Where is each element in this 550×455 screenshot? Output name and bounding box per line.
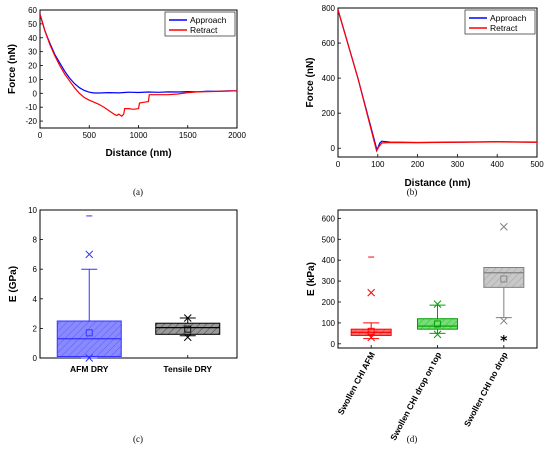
series-line-retract bbox=[338, 9, 537, 153]
x-tick-label: 0 bbox=[336, 160, 341, 169]
x-tick-label: 0 bbox=[38, 131, 43, 140]
y-tick-label: 500 bbox=[322, 235, 336, 244]
x-tick-label: 2000 bbox=[228, 131, 246, 140]
y-tick-label: 40 bbox=[28, 34, 37, 43]
legend-label-approach: Approach bbox=[490, 13, 527, 23]
y-tick-label: 0 bbox=[331, 340, 336, 349]
box-tensile-dry bbox=[155, 322, 221, 335]
y-tick-label: 400 bbox=[322, 256, 336, 265]
category-label: AFM DRY bbox=[70, 364, 109, 374]
series-line-retract bbox=[40, 14, 237, 117]
category-label: Swollen CHI AFM bbox=[335, 350, 376, 416]
x-tick-label: 500 bbox=[530, 160, 544, 169]
outlier-x-marker bbox=[499, 316, 508, 325]
panel-label: (d) bbox=[407, 434, 418, 444]
y-axis-label: E (GPa) bbox=[8, 266, 19, 302]
legend-label-approach: Approach bbox=[190, 15, 227, 25]
legend-box bbox=[464, 9, 536, 35]
y-tick-label: 600 bbox=[322, 214, 336, 223]
category-label: Swollen CHI no drop bbox=[462, 350, 510, 428]
x-tick-label: 100 bbox=[371, 160, 385, 169]
category-label: Swollen CHI drop on top bbox=[388, 350, 443, 442]
panel-label: (b) bbox=[407, 187, 418, 197]
y-tick-label: 400 bbox=[322, 74, 336, 83]
legend-label-retract: Retract bbox=[490, 23, 518, 33]
mean-marker bbox=[434, 320, 441, 328]
x-tick-label: 500 bbox=[83, 131, 97, 140]
legend-label-retract: Retract bbox=[190, 25, 218, 35]
box-swollen-chi-no-drop bbox=[483, 267, 525, 288]
panel-a-chart: 0 500 1000 1500 2000 -20 -10 0 10 20 30 40 50 60 Dista… bbox=[7, 6, 246, 197]
mean-marker bbox=[367, 327, 375, 335]
y-tick-label: 2 bbox=[33, 324, 38, 333]
outlier-x-marker bbox=[183, 314, 192, 322]
y-tick-label: 30 bbox=[28, 48, 37, 57]
y-tick-label: 20 bbox=[28, 62, 37, 71]
outlier-x-marker bbox=[499, 222, 508, 231]
y-tick-label: 8 bbox=[33, 236, 38, 245]
y-tick-label: 0 bbox=[33, 354, 38, 363]
mean-marker bbox=[85, 329, 93, 337]
plot-frame bbox=[39, 209, 238, 359]
x-tick-label: 300 bbox=[451, 160, 465, 169]
y-tick-label: 100 bbox=[322, 319, 336, 328]
x-tick-label: 400 bbox=[491, 160, 505, 169]
y-tick-label: 800 bbox=[322, 4, 336, 13]
y-tick-label: -20 bbox=[25, 117, 37, 126]
y-tick-label: 600 bbox=[322, 39, 336, 48]
y-tick-label: 0 bbox=[331, 144, 336, 153]
y-tick-label: 10 bbox=[28, 206, 37, 215]
star-marker: * bbox=[500, 334, 508, 350]
panel-c-chart: 0 2 4 6 8 10 E (GPa) AFM DRY Tensile DRY (c) bbox=[8, 206, 238, 444]
y-axis-label: E (kPa) bbox=[306, 262, 317, 296]
x-axis-label: Distance (nm) bbox=[105, 148, 171, 159]
plot-frame bbox=[337, 7, 538, 158]
x-tick-label: 1500 bbox=[179, 131, 197, 140]
outlier-x-marker bbox=[367, 288, 376, 297]
outlier-x-marker bbox=[367, 333, 376, 342]
y-tick-label: 4 bbox=[33, 295, 38, 304]
x-axis-label: Distance (nm) bbox=[404, 178, 470, 189]
panel-label: (c) bbox=[133, 434, 143, 444]
outlier-x-marker bbox=[433, 300, 442, 308]
outlier-x-marker bbox=[433, 330, 442, 339]
box-swollen-chi-drop-on-top bbox=[417, 318, 458, 330]
mean-marker bbox=[500, 275, 508, 283]
panel-d-chart: 0 100 200 300 400 500 600 E (kPa) Swollen CHI AF… bbox=[306, 209, 538, 444]
y-axis-label: Force (nN) bbox=[7, 44, 18, 94]
outlier-x-marker bbox=[85, 250, 94, 259]
y-tick-label: 50 bbox=[28, 20, 37, 29]
y-tick-label: 200 bbox=[322, 298, 336, 307]
x-tick-label: 200 bbox=[411, 160, 425, 169]
x-tick-label: 1000 bbox=[130, 131, 148, 140]
outlier-x-marker bbox=[183, 333, 192, 342]
y-tick-label: 60 bbox=[28, 6, 37, 15]
y-tick-label: 200 bbox=[322, 109, 336, 118]
y-tick-label: 10 bbox=[28, 75, 37, 84]
category-label: Tensile DRY bbox=[163, 364, 212, 374]
mean-marker bbox=[184, 325, 192, 333]
outlier-x-marker bbox=[85, 354, 94, 362]
panel-b-chart: 0 100 200 300 400 500 0 200 400 600 800 Distance (n… bbox=[305, 4, 544, 197]
legend-box bbox=[164, 11, 236, 37]
y-tick-label: 0 bbox=[33, 89, 38, 98]
y-axis-label: Force (nN) bbox=[305, 58, 316, 108]
panel-label: (a) bbox=[133, 187, 143, 197]
y-tick-label: 6 bbox=[33, 265, 38, 274]
y-tick-label: 300 bbox=[322, 277, 336, 286]
y-tick-label: -10 bbox=[25, 103, 37, 112]
